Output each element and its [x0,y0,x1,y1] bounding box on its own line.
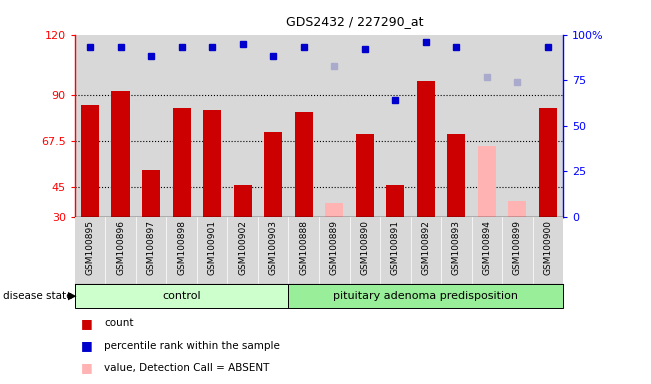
Text: ■: ■ [81,361,93,374]
Text: GSM100903: GSM100903 [269,220,278,275]
Text: ■: ■ [81,339,93,352]
Bar [173,108,191,217]
Text: GSM100901: GSM100901 [208,220,217,275]
Bar [386,185,404,217]
Text: GSM100894: GSM100894 [482,220,492,275]
Bar [288,284,563,308]
Text: GSM100893: GSM100893 [452,220,461,275]
Bar [264,132,283,217]
Bar [508,201,527,217]
Text: disease state: disease state [3,291,73,301]
Bar [203,109,221,217]
Text: GSM100897: GSM100897 [146,220,156,275]
Bar [75,284,288,308]
Text: GSM100902: GSM100902 [238,220,247,275]
Bar [234,185,252,217]
Text: GSM100892: GSM100892 [421,220,430,275]
Bar [417,81,435,217]
Bar [81,106,100,217]
Text: control: control [162,291,201,301]
Text: GSM100899: GSM100899 [513,220,522,275]
Bar [355,134,374,217]
Text: GSM100900: GSM100900 [544,220,552,275]
Bar [294,112,313,217]
Text: pituitary adenoma predisposition: pituitary adenoma predisposition [333,291,518,301]
Text: value, Detection Call = ABSENT: value, Detection Call = ABSENT [104,363,270,373]
Bar [325,203,344,217]
Text: GSM100891: GSM100891 [391,220,400,275]
Bar [539,108,557,217]
Bar [478,146,496,217]
Text: GSM100890: GSM100890 [360,220,369,275]
Text: GSM100889: GSM100889 [330,220,339,275]
Text: GSM100895: GSM100895 [86,220,94,275]
Bar [111,91,130,217]
Text: ▶: ▶ [68,291,77,301]
Text: percentile rank within the sample: percentile rank within the sample [104,341,280,351]
Bar [447,134,465,217]
Text: GSM100896: GSM100896 [116,220,125,275]
Text: ■: ■ [81,317,93,330]
Text: GDS2432 / 227290_at: GDS2432 / 227290_at [286,15,424,28]
Text: GSM100898: GSM100898 [177,220,186,275]
Bar [142,170,160,217]
Text: count: count [104,318,133,328]
Text: GSM100888: GSM100888 [299,220,308,275]
